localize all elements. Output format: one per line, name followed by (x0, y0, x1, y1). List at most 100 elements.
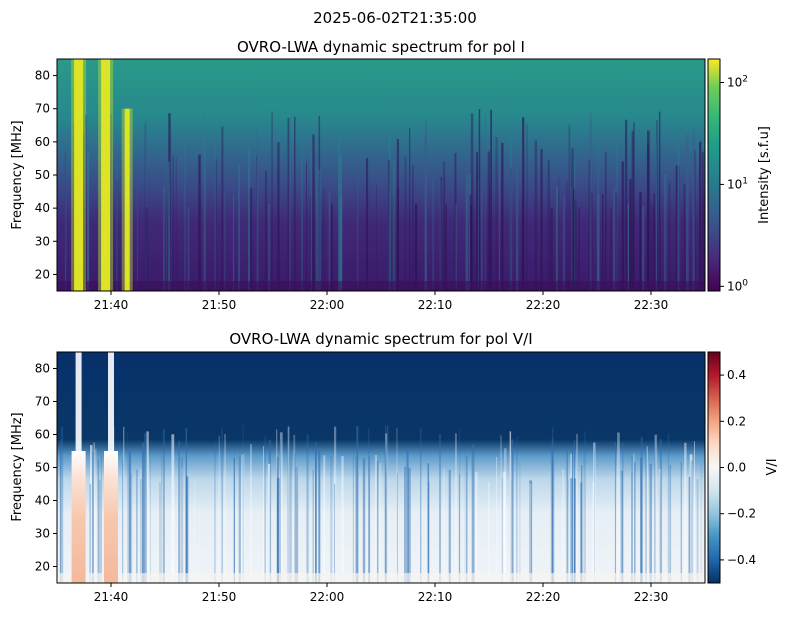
xtick-label: 22:20 (526, 590, 561, 604)
texture-streak (59, 441, 61, 583)
texture-streak (223, 190, 226, 291)
figure-suptitle: 2025-06-02T21:35:00 (313, 9, 477, 27)
burst-halo (98, 59, 114, 291)
texture-streak (323, 188, 325, 291)
texture-streak (627, 203, 629, 291)
colorbar-tick-label: 0.0 (727, 461, 746, 475)
texture-streak (597, 127, 600, 291)
texture-streak (167, 161, 170, 291)
texture-streak (293, 434, 296, 583)
texture-streak (700, 461, 702, 583)
texture-streak (296, 467, 299, 583)
texture-streak (145, 207, 148, 291)
axes-vi-ylabel: Frequency [MHz] (10, 412, 25, 521)
ytick-label: 80 (35, 69, 50, 83)
texture-streak (640, 457, 643, 583)
texture-streak (526, 124, 528, 291)
texture-streak (432, 178, 434, 291)
texture-streak (703, 191, 705, 291)
texture-streak (374, 455, 377, 583)
texture-streak (474, 472, 478, 583)
texture-streak (338, 115, 340, 291)
texture-streak (277, 478, 280, 583)
texture-streak (408, 467, 411, 583)
texture-streak (128, 451, 132, 583)
texture-streak (566, 446, 568, 583)
texture-streak (573, 478, 576, 583)
texture-streak (522, 117, 525, 291)
texture-streak (218, 435, 220, 583)
texture-streak (215, 159, 217, 291)
texture-streak (614, 441, 616, 583)
texture-streak (692, 129, 695, 291)
texture-streak (180, 457, 184, 583)
colorbar-tick-label: −0.2 (727, 507, 756, 521)
ytick-label: 30 (35, 234, 50, 248)
texture-streak (238, 164, 241, 291)
spectrum-i-background (57, 59, 705, 291)
texture-streak (368, 456, 371, 583)
texture-streak (184, 137, 186, 291)
texture-streak (280, 439, 281, 583)
texture-streak (92, 451, 94, 583)
texture-streak (529, 480, 533, 583)
texture-streak (503, 471, 506, 583)
texture-streak (664, 174, 667, 291)
texture-streak (658, 111, 661, 291)
texture-streak (477, 180, 479, 291)
texture-streak (318, 451, 321, 583)
texture-streak (221, 428, 223, 583)
texture-streak (640, 436, 643, 583)
texture-streak (495, 137, 498, 291)
texture-streak (396, 428, 398, 583)
texture-streak (175, 157, 177, 291)
texture-streak (159, 482, 161, 583)
panel-i-title: OVRO-LWA dynamic spectrum for pol I (237, 38, 525, 56)
texture-streak (136, 181, 138, 291)
ytick-label: 30 (35, 527, 50, 541)
texture-streak (93, 442, 95, 583)
texture-streak (625, 119, 628, 291)
texture-streak (323, 455, 326, 583)
texture-streak (264, 435, 266, 583)
spectrum-i-image (57, 59, 705, 291)
colorbar-vi (707, 351, 721, 584)
texture-streak (306, 434, 309, 583)
texture-streak (168, 113, 171, 291)
texture-streak (448, 469, 451, 583)
burst-mark (104, 451, 118, 583)
texture-streak (89, 483, 92, 583)
texture-streak (110, 114, 112, 291)
texture-streak (589, 119, 593, 291)
texture-streak (576, 434, 578, 583)
texture-streak (484, 114, 486, 291)
ytick-label: 80 (35, 362, 50, 376)
burst-halo (71, 59, 87, 291)
texture-streak (654, 435, 657, 583)
texture-streak (578, 207, 580, 291)
texture-streak (470, 113, 474, 291)
texture-streak (123, 426, 125, 583)
low-freq-band (57, 281, 705, 291)
texture-streak (652, 206, 655, 291)
texture-streak (470, 205, 472, 291)
texture-streak (318, 169, 321, 291)
texture-streak (420, 428, 422, 583)
burst-mark (101, 59, 111, 291)
texture-streak (263, 446, 264, 583)
texture-streak (340, 196, 343, 291)
texture-streak (440, 176, 443, 291)
texture-streak (122, 459, 124, 583)
texture-streak (464, 445, 466, 583)
texture-streak (459, 428, 461, 583)
texture-streak (516, 149, 519, 291)
texture-streak (496, 457, 498, 583)
texture-streak (310, 149, 312, 291)
texture-streak (379, 463, 382, 583)
panel-vi-title: OVRO-LWA dynamic spectrum for pol V/I (229, 330, 532, 348)
xtick-label: 21:50 (202, 298, 237, 312)
texture-streak (562, 469, 564, 583)
texture-streak (647, 130, 650, 291)
texture-streak (621, 161, 625, 291)
